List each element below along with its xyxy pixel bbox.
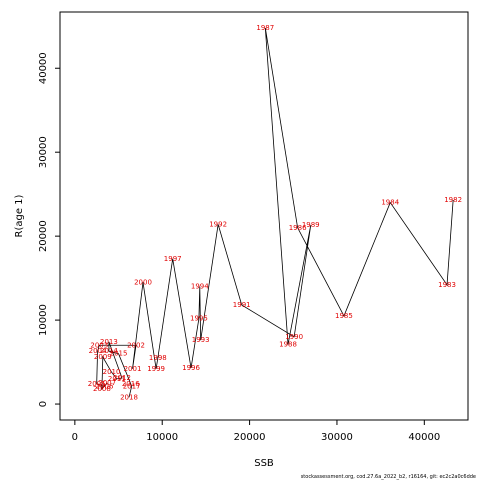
point-label: 2014	[100, 347, 118, 355]
point-label: 2008	[93, 385, 111, 393]
point-label: 1995	[190, 314, 208, 322]
series-line	[96, 27, 454, 398]
point-label: 1986	[289, 224, 307, 232]
footer: stockassessment.org, cod.27.6a_2022_b2, …	[301, 474, 476, 480]
y-axis-label: R(age 1)	[14, 194, 25, 237]
point-label: 1988	[279, 340, 297, 348]
point-label: 1990	[285, 333, 303, 341]
point-label: 1983	[438, 281, 456, 289]
y-tick-label: 40000	[38, 52, 49, 84]
point-label: 2009	[94, 353, 112, 361]
point-label: 1993	[192, 336, 210, 344]
point-label: 2007	[98, 379, 116, 387]
x-axis-label: SSB	[254, 458, 274, 469]
point-label: 1991	[233, 301, 251, 309]
x-tick-label: 20000	[234, 432, 266, 443]
x-tick-label: 0	[72, 432, 78, 443]
point-label: 2010	[103, 368, 121, 376]
x-tick-label: 30000	[321, 432, 353, 443]
point-label: 2018	[120, 393, 138, 401]
point-label: 1989	[302, 221, 320, 229]
point-label: 1997	[164, 255, 182, 263]
point-label: 1987	[256, 24, 274, 32]
point-label: 1992	[209, 220, 227, 228]
point-label: 1996	[182, 364, 200, 372]
point-label: 2005	[88, 380, 106, 388]
point-label: 2001	[124, 365, 142, 373]
point-label: 1985	[335, 312, 353, 320]
point-label: 2004	[89, 347, 107, 355]
point-label: 2017	[123, 382, 141, 390]
y-tick-label: 20000	[38, 220, 49, 252]
x-tick-label: 10000	[146, 432, 178, 443]
plot-frame	[59, 11, 469, 421]
point-label: 1994	[191, 283, 209, 291]
point-label: 1998	[149, 354, 167, 362]
y-tick-label: 0	[38, 401, 49, 407]
point-label: 2015	[110, 350, 128, 358]
point-label: 2000	[134, 278, 152, 286]
point-label: 1984	[381, 199, 399, 207]
point-label: 1982	[444, 196, 462, 204]
y-tick-label: 30000	[38, 136, 49, 168]
point-label: 2003	[90, 341, 108, 349]
point-label: 2011	[108, 375, 126, 383]
point-label: 1999	[147, 365, 165, 373]
x-tick-label: 40000	[408, 432, 440, 443]
point-label: 2016	[122, 380, 140, 388]
point-label: 2002	[127, 341, 145, 349]
point-label: 2012	[113, 374, 131, 382]
point-label: 2013	[100, 338, 118, 346]
point-label: 2006	[96, 382, 114, 390]
y-tick-label: 10000	[38, 304, 49, 336]
